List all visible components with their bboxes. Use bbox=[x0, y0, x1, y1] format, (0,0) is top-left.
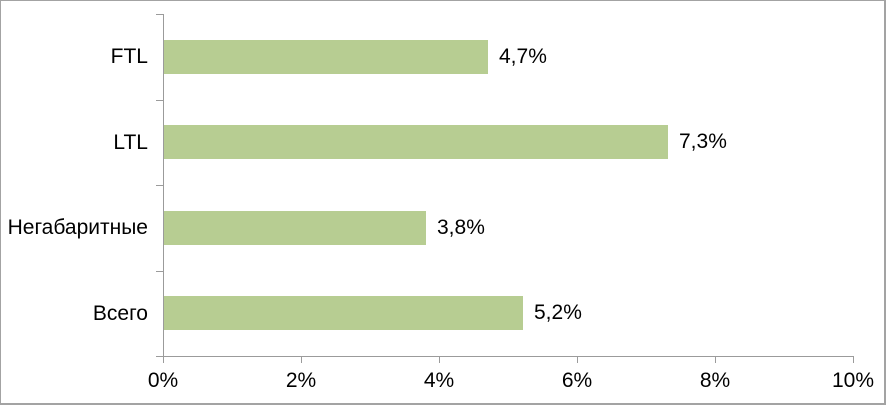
x-tick-label: 2% bbox=[285, 369, 317, 392]
x-axis-tick bbox=[163, 357, 164, 363]
bar-value-label: 5,2% bbox=[534, 301, 582, 324]
category-axis-line bbox=[163, 14, 164, 357]
category-tick bbox=[156, 14, 163, 15]
category-label: LTL bbox=[113, 131, 148, 154]
x-axis-tick bbox=[439, 357, 440, 363]
x-axis-tick bbox=[577, 357, 578, 363]
bar-value-label: 7,3% bbox=[679, 130, 727, 153]
x-tick-label: 8% bbox=[699, 369, 731, 392]
category-label: FTL bbox=[110, 45, 148, 68]
x-axis-tick bbox=[853, 357, 854, 363]
bar bbox=[164, 211, 426, 245]
x-tick-label: 4% bbox=[423, 369, 455, 392]
category-tick bbox=[156, 100, 163, 101]
value-axis-line bbox=[163, 356, 854, 357]
x-tick-label: 6% bbox=[561, 369, 593, 392]
bar-value-label: 3,8% bbox=[437, 216, 485, 239]
bar bbox=[164, 40, 488, 74]
category-tick bbox=[156, 271, 163, 272]
x-tick-label: 0% bbox=[147, 369, 179, 392]
bar-value-label: 4,7% bbox=[499, 45, 547, 68]
x-axis-tick bbox=[301, 357, 302, 363]
bar bbox=[164, 125, 668, 159]
category-tick bbox=[156, 356, 163, 357]
category-tick bbox=[156, 185, 163, 186]
x-tick-label: 10% bbox=[831, 369, 875, 392]
x-axis-tick bbox=[715, 357, 716, 363]
bar bbox=[164, 296, 523, 330]
category-label: Всего bbox=[92, 302, 148, 325]
category-label: Негабаритные bbox=[7, 216, 148, 239]
